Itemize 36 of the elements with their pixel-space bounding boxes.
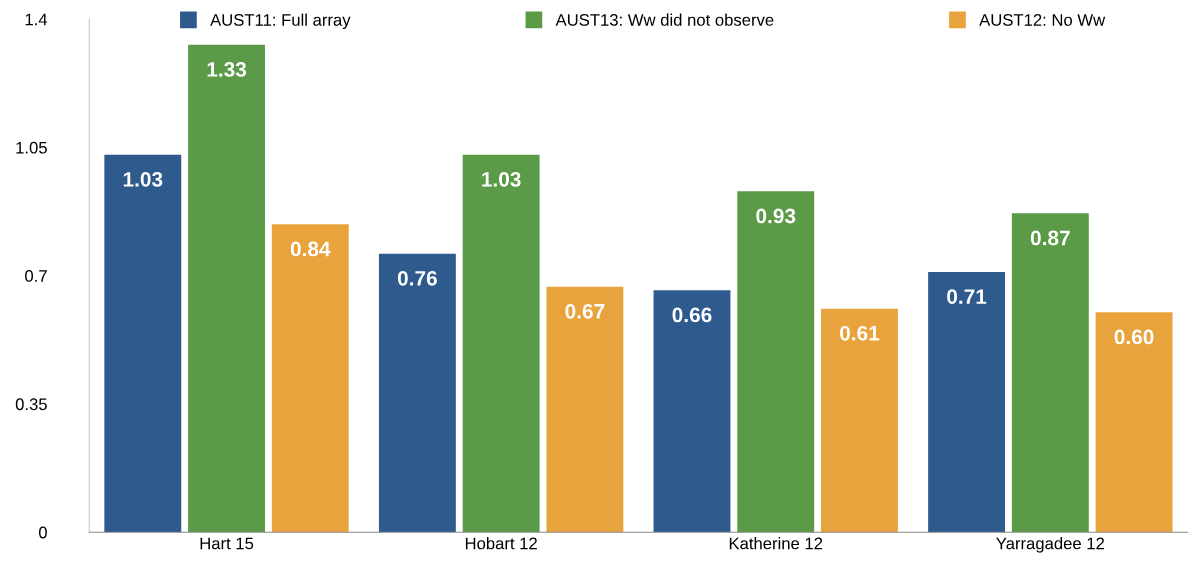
bar	[737, 191, 815, 533]
bar	[928, 272, 1006, 533]
y-tick-label: 1.4	[25, 13, 48, 26]
bar	[188, 44, 265, 533]
legend-label: AUST11: Full array	[210, 13, 351, 30]
y-tick-label: 0.35	[15, 398, 47, 411]
y-tick-label: 0	[38, 526, 47, 539]
data-label: 1.03	[482, 171, 521, 187]
data-label: 0.67	[565, 303, 605, 319]
bar	[462, 154, 540, 533]
bar	[1011, 213, 1089, 533]
data-label: 0.76	[397, 270, 437, 286]
bar	[1095, 312, 1173, 533]
bar	[821, 308, 898, 533]
data-label: 0.61	[840, 325, 880, 341]
legend-label: AUST13: Ww did not observe	[555, 13, 774, 26]
x-tick-label: Katherine 12	[729, 537, 823, 550]
bar	[271, 224, 349, 533]
x-tick-label: Yarragadee 12	[996, 537, 1105, 553]
x-tick-label: Hobart 12	[465, 537, 537, 550]
data-label: 1.03	[123, 171, 163, 187]
data-label: 0.71	[947, 289, 987, 304]
data-label: 0.93	[756, 208, 796, 224]
data-label: 0.84	[290, 241, 331, 257]
bar	[104, 154, 182, 533]
bar	[546, 286, 624, 533]
y-tick-label: 1.05	[16, 141, 47, 154]
bar	[378, 253, 456, 533]
legend-label: AUST12: No Ww	[979, 14, 1106, 26]
bar	[653, 290, 731, 533]
data-label: 0.60	[1114, 329, 1154, 345]
data-label: 0.87	[1030, 230, 1070, 246]
y-tick-label: 0.7	[25, 270, 47, 282]
x-tick-label: Hart 15	[200, 537, 254, 550]
data-label: 0.66	[672, 307, 712, 323]
data-label: 1.33	[207, 62, 247, 77]
